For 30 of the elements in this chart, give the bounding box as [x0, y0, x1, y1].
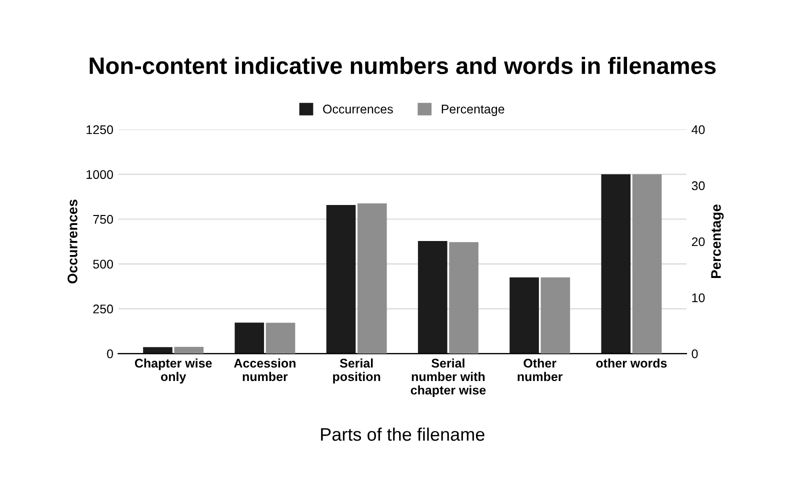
bar — [143, 347, 172, 354]
y-axis-title: Occurrences — [68, 200, 78, 284]
bar — [418, 240, 448, 354]
y2-tick-label: 20 — [692, 237, 705, 246]
bar — [174, 346, 204, 354]
bar — [449, 242, 478, 354]
y-tick-label: 250 — [93, 304, 113, 314]
y2-tick-label: 40 — [692, 125, 705, 134]
y-tick-label: 500 — [93, 260, 113, 269]
x-tick-label: Serial position — [333, 358, 380, 384]
chart-title: Non-content indicative numbers and words in filenames — [90, 56, 716, 74]
bar — [540, 277, 570, 354]
y-tick-label: 1250 — [86, 125, 114, 134]
y-tick-label: 1000 — [86, 170, 114, 179]
y-tick-label: 0 — [107, 349, 113, 358]
x-tick-label: Serial number with chapter wise — [410, 358, 486, 398]
y2-tick-label: 0 — [692, 349, 698, 358]
x-tick-label: Chapter wise only — [134, 358, 212, 384]
y2-tick-label: 30 — [692, 181, 705, 190]
bar — [326, 204, 356, 354]
x-tick-label: Other number — [518, 358, 563, 382]
bar — [510, 277, 539, 354]
y2-tick-label: 10 — [692, 293, 705, 302]
legend-label: Percentage — [442, 104, 504, 116]
y2-axis-title: Percentage — [711, 204, 724, 278]
x-tick-label: Accession number — [234, 358, 296, 382]
x-tick-label: other words — [596, 358, 667, 368]
y-tick-label: 750 — [93, 214, 113, 224]
legend-label: Occurrences — [323, 104, 393, 114]
x-axis-title: Parts of the filename — [321, 428, 484, 441]
